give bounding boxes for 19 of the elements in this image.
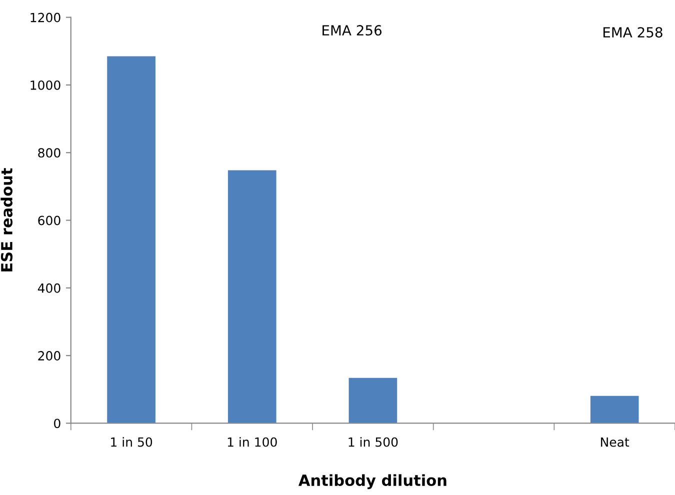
y-tick-label: 400 xyxy=(38,283,60,293)
bar xyxy=(107,56,156,424)
x-tick-label: 1 in 100 xyxy=(228,437,277,447)
x-axis-title: Antibody dilution xyxy=(298,474,446,490)
bar xyxy=(348,378,398,424)
bar xyxy=(590,396,639,424)
annotation: EMA 256 xyxy=(322,25,382,36)
annotation: EMA 258 xyxy=(603,27,662,38)
y-tick-label: 0 xyxy=(54,418,60,428)
y-tick-label: 800 xyxy=(38,148,60,158)
y-tick-label: 1200 xyxy=(30,12,60,22)
y-tick-label: 1000 xyxy=(30,80,60,90)
bar xyxy=(228,170,276,424)
y-axis-title: ESE readout xyxy=(0,168,12,272)
y-tick-label: 200 xyxy=(38,351,60,360)
x-tick-label: Neat xyxy=(601,438,630,447)
x-tick-label: 1 in 50 xyxy=(111,437,152,447)
x-tick-label: 1 in 500 xyxy=(348,437,398,447)
y-tick-label: 600 xyxy=(38,216,60,226)
